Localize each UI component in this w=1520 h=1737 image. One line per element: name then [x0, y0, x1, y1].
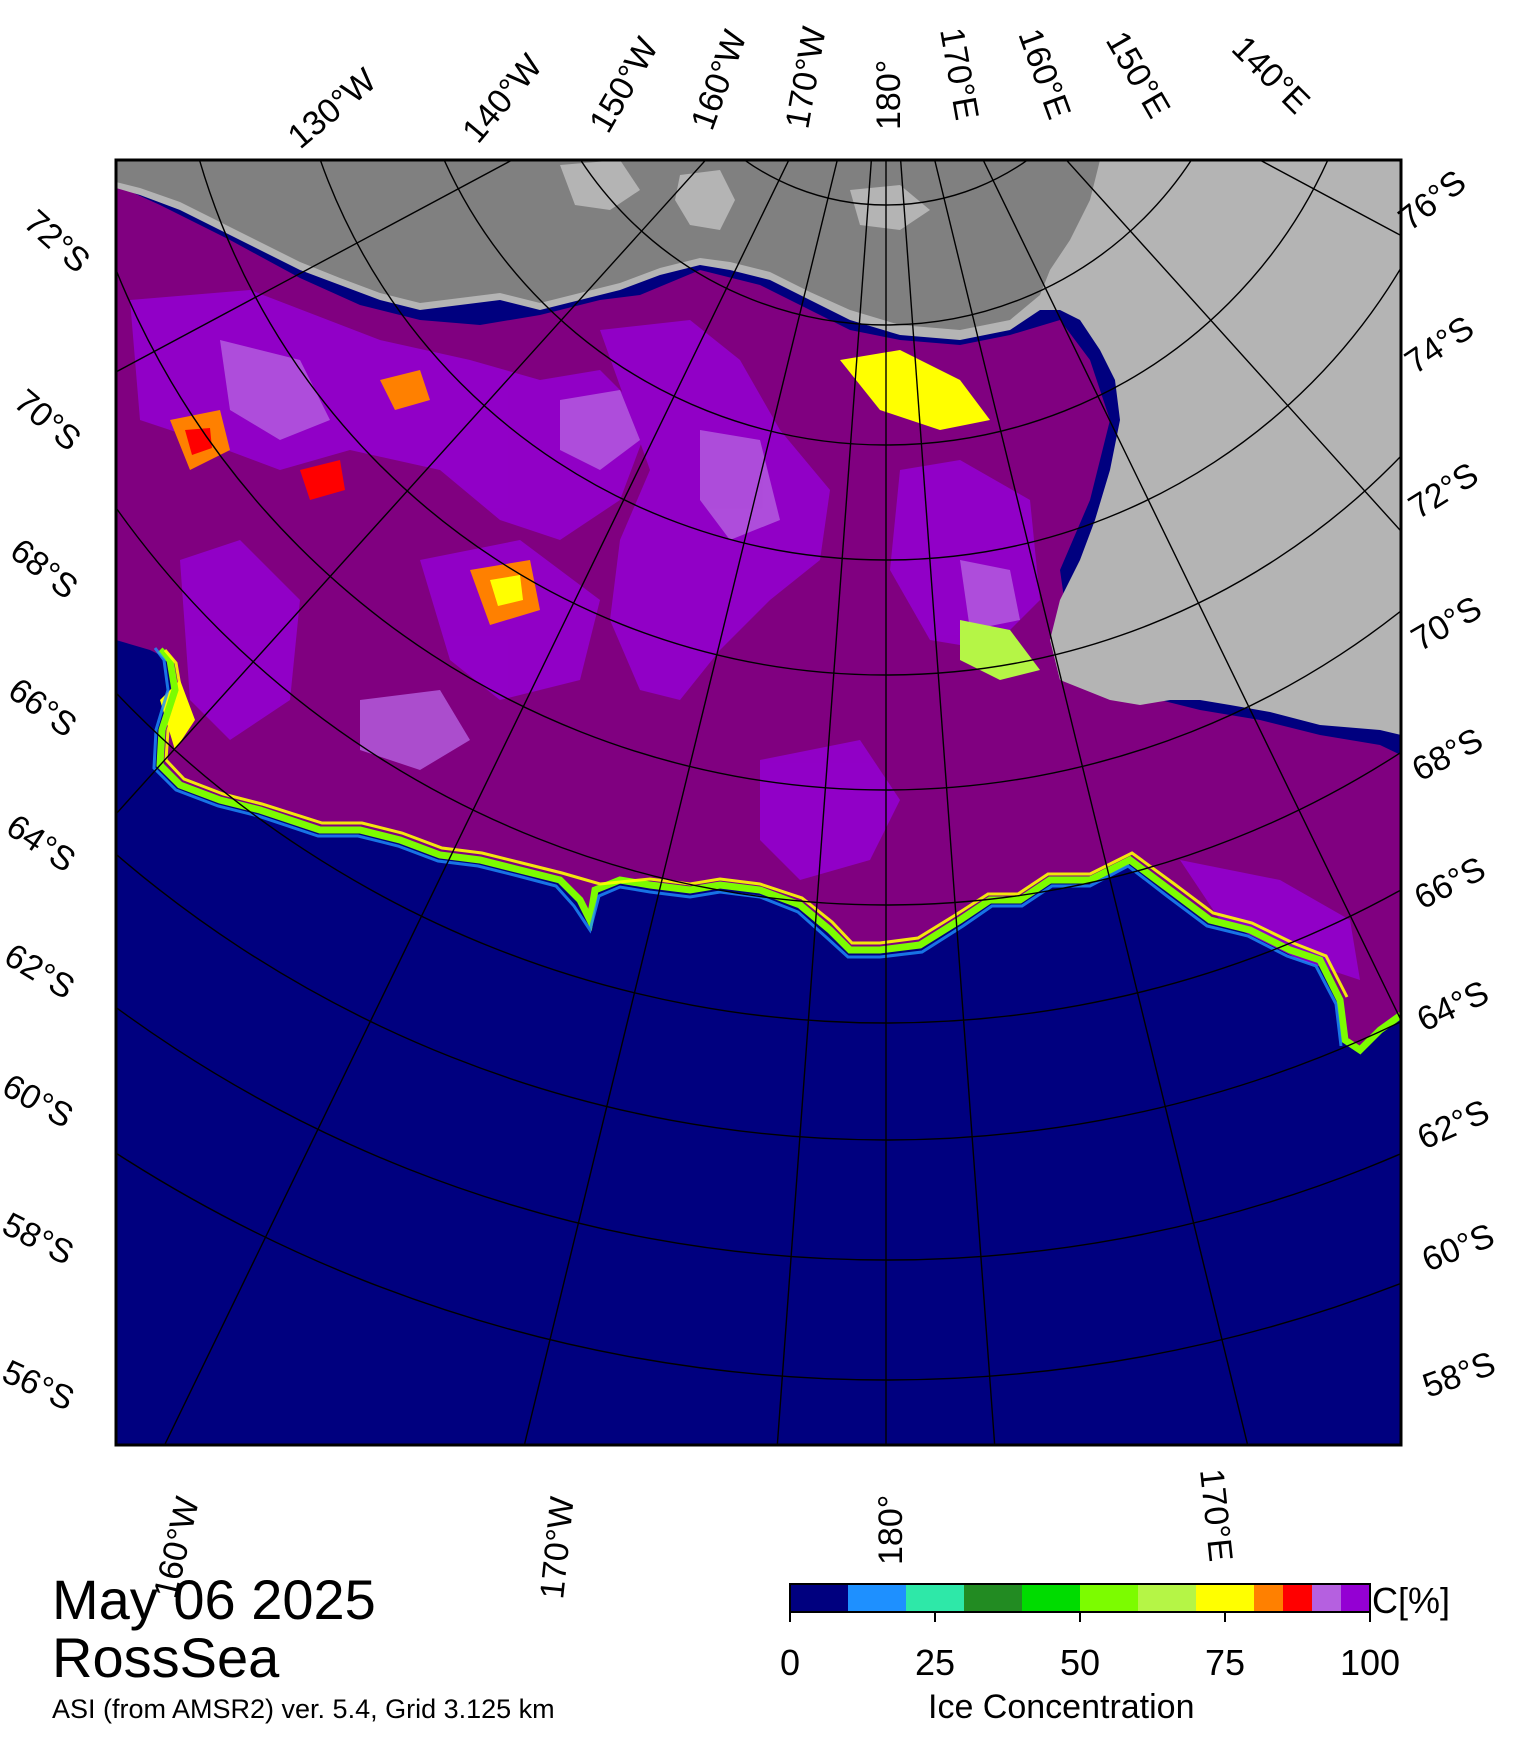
colorbar-bin — [1196, 1584, 1225, 1612]
colorbar-tick-marks — [789, 1612, 1371, 1622]
lat-label: 76°S — [1392, 163, 1474, 239]
colorbar — [790, 1584, 1370, 1612]
lat-label: 64°S — [1411, 973, 1494, 1039]
colorbar-bin — [1080, 1584, 1138, 1612]
lon-label: 150°E — [1098, 25, 1177, 125]
lat-label: 66°S — [1, 671, 83, 745]
colorbar-tick-label: 25 — [914, 1642, 956, 1683]
lon-label: 170°W — [778, 24, 833, 131]
date-title: May 06 2025 — [52, 1568, 376, 1631]
colorbar-bin — [790, 1584, 848, 1612]
top-longitude-labels: 130°W 140°W 150°W 160°W 170°W 180° 170°E… — [281, 24, 1317, 156]
antarctica-land — [116, 160, 1401, 735]
lon-label: 170°E — [932, 25, 986, 123]
lat-label: 56°S — [0, 1353, 80, 1419]
lat-label: 72°S — [17, 203, 97, 281]
lat-label: 74°S — [1398, 309, 1481, 382]
lon-label: 160°W — [684, 25, 755, 134]
colorbar-bin — [848, 1584, 906, 1612]
lon-label: 130°W — [281, 61, 384, 156]
region-title: RossSea — [52, 1626, 280, 1689]
lat-label: 64°S — [0, 807, 82, 880]
lon-label: 170°E — [1192, 1467, 1240, 1563]
lat-label: 68°S — [3, 531, 85, 607]
colorbar-tick-label: 0 — [779, 1642, 801, 1683]
colorbar-bin — [1283, 1584, 1312, 1612]
lon-label: 170°W — [533, 1495, 581, 1601]
colorbar-bin — [906, 1584, 964, 1612]
colorbar-bin — [1022, 1584, 1080, 1612]
left-latitude-labels: 72°S 70°S 68°S 66°S 64°S 62°S 60°S 58°S … — [0, 203, 97, 1419]
graticule — [116, 160, 1401, 1445]
colorbar-title: Ice Concentration — [928, 1688, 1195, 1726]
lon-label: 150°W — [582, 31, 666, 139]
colorbar-bin — [1312, 1584, 1341, 1612]
lat-label: 62°S — [0, 936, 81, 1007]
colorbar-bin — [1138, 1584, 1196, 1612]
lat-label: 66°S — [1408, 850, 1491, 917]
roosevelt-island — [675, 170, 735, 230]
lat-label: 62°S — [1412, 1092, 1495, 1157]
colorbar-tick-label: 50 — [1059, 1642, 1101, 1683]
lon-label: 140°W — [455, 47, 550, 150]
lat-label: 58°S — [1418, 1344, 1501, 1405]
ice-edge-band — [156, 647, 1401, 1055]
medium-ice-patches — [220, 340, 1020, 770]
lon-label: 180° — [872, 1495, 910, 1565]
colorbar-bin — [1225, 1584, 1254, 1612]
lon-label: 160°E — [1010, 24, 1078, 124]
colorbar-bin — [1341, 1584, 1370, 1612]
colorbar-unit: C[%] — [1372, 1580, 1451, 1621]
lat-label: 68°S — [1406, 721, 1489, 789]
colorbar-tick-label: 100 — [1339, 1642, 1401, 1683]
low-concentration-patches — [160, 350, 1040, 750]
lat-label: 70°S — [7, 382, 88, 459]
lat-label: 60°S — [1417, 1216, 1500, 1279]
lon-label: 140°E — [1224, 29, 1317, 122]
colorbar-tick-label: 75 — [1204, 1642, 1246, 1683]
right-latitude-labels: 76°S 74°S 72°S 70°S 68°S 66°S 64°S 62°S … — [1392, 163, 1501, 1406]
lat-label: 60°S — [0, 1067, 79, 1136]
map-frame — [114, 158, 1403, 1447]
lat-label: 72°S — [1402, 455, 1485, 526]
lon-label: 180° — [870, 60, 908, 130]
colorbar-bin — [964, 1584, 1022, 1612]
product-info: ASI (from AMSR2) ver. 5.4, Grid 3.125 km — [52, 1694, 555, 1724]
colorbar-bin — [1254, 1584, 1283, 1612]
lat-label: 58°S — [0, 1205, 80, 1272]
lat-label: 70°S — [1405, 589, 1488, 659]
